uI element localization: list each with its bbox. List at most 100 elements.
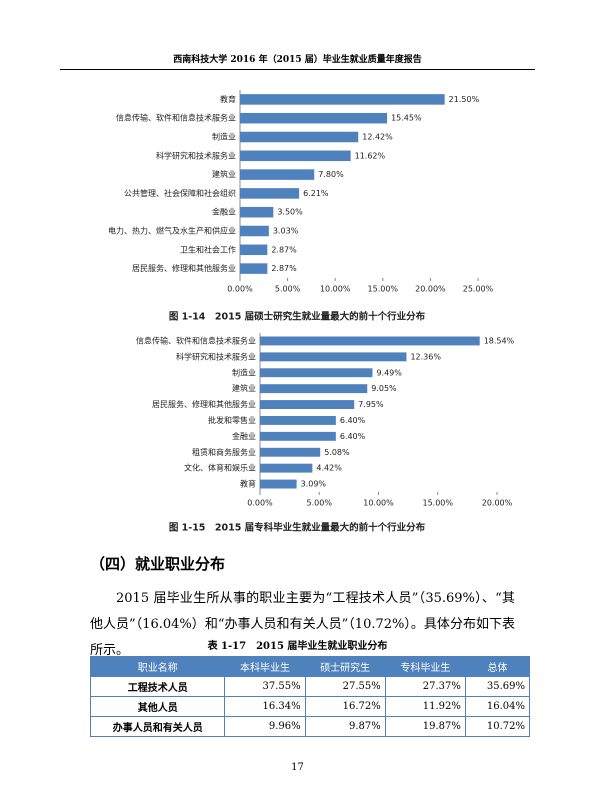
x-tick-label: 10.00% [320,285,351,294]
table-cell: 10.72% [464,716,531,737]
value-label: 6.40% [340,432,366,441]
bar [240,112,388,124]
bar [260,400,355,410]
category-label: 信息传输、软件和信息技术服务业 [136,335,256,345]
table-row: 工程技术人员 37.55% 27.55% 27.37% 35.69% [89,676,531,697]
value-label: 2.87% [271,245,297,254]
table-cell: 其他人员 [89,696,226,717]
x-tick-label: 20.00% [415,285,446,294]
bar [240,94,445,105]
x-tick-label: 15.00% [422,499,453,508]
bar [240,131,359,143]
value-label: 9.49% [376,368,402,377]
value-label: 4.42% [316,464,342,473]
header-cell: 职业名称 [89,656,226,677]
header-cell: 总体 [464,656,531,677]
header-cell: 专科毕业生 [384,656,466,677]
value-label: 21.50% [449,95,480,104]
bar [240,188,300,199]
table-cell: 工程技术人员 [89,676,226,697]
bar [260,431,336,441]
category-label: 文化、体育和娱乐业 [184,463,256,473]
bar [260,463,313,473]
table: 职业名称 本科毕业生 硕士研究生 专科毕业生 总体 工程技术人员 37.55% 27.55% 2… [89,656,531,737]
table-cell: 37.55% [224,676,306,697]
category-label: 制造业 [232,367,256,377]
category-label: 制造业 [212,132,236,142]
chart-caption: 图 1-14 2015 届硕士研究生就业量最大的前十个行业分布 [169,311,426,323]
bar [260,336,480,346]
value-label: 3.03% [273,227,299,236]
category-label: 金融业 [212,207,236,217]
table-cell: 27.55% [304,676,386,697]
header-row: 职业名称 本科毕业生 硕士研究生 专科毕业生 总体 [89,656,531,677]
value-label: 6.21% [303,189,329,198]
category-label: 公共管理、社会保障和社会组织 [124,188,236,198]
category-label: 建筑业 [212,169,236,179]
section-heading: （四）就业职业分布 [90,555,226,573]
value-label: 12.36% [410,352,441,361]
value-label: 3.09% [301,480,327,489]
category-label: 批发和零售业 [208,415,256,425]
table-cell: 16.72% [304,696,386,717]
category-label: 居民服务、修理和其他服务业 [152,399,256,409]
table-caption: 表 1-17 2015 届毕业生就业职业分布 [207,641,388,652]
x-tick-label: 25.00% [463,285,494,294]
table-cell: 11.92% [384,696,466,717]
bar [260,384,368,394]
value-label: 11.62% [355,151,386,160]
value-label: 7.80% [318,170,344,179]
x-tick-label: 0.00% [247,499,273,508]
paragraph: 2015 届毕业生所从事的职业主要为“工程技术人员”（35.69%）、“其他人员… [90,591,515,658]
table-cell: 27.37% [384,676,466,697]
table-row: 其他人员 16.34% 16.72% 11.92% 16.04% [89,696,531,717]
x-tick-label: 0.00% [227,285,253,294]
bar [260,352,407,362]
table-cell: 16.34% [224,696,306,717]
value-label: 12.42% [362,133,393,142]
chart-caption: 图 1-15 2015 届专科毕业生就业量最大的前十个行业分布 [169,522,426,534]
bar [240,263,268,274]
bar [240,244,268,256]
value-label: 9.05% [371,384,397,393]
table-cell: 16.04% [464,696,531,717]
header-cell: 硕士研究生 [304,656,386,677]
x-tick-label: 5.00% [307,499,333,508]
category-label: 教育 [220,94,236,104]
table-cell: 19.87% [384,716,466,737]
value-label: 7.95% [358,400,384,409]
x-tick-label: 5.00% [275,285,301,294]
bar [240,225,269,237]
value-label: 6.40% [340,416,366,425]
bar [260,479,297,489]
running-header: 西南科技大学 2016 年（2015 届）毕业生就业质量年度报告 [60,52,535,70]
category-label: 卫生和社会工作 [180,244,236,254]
category-label: 教育 [240,479,256,489]
table-cell: 9.96% [224,716,306,737]
value-label: 15.45% [391,114,422,123]
category-label: 信息传输、软件和信息技术服务业 [116,113,236,123]
bar [260,368,373,378]
x-tick-label: 15.00% [368,285,399,294]
header-cell: 本科毕业生 [224,656,306,677]
table-cell: 35.69% [464,676,531,697]
bar [260,447,321,457]
x-tick-label: 20.00% [482,499,513,508]
table-cell: 办事人员和有关人员 [89,716,226,737]
category-label: 电力、热力、燃气及水生产和供应业 [108,226,236,236]
category-label: 居民服务、修理和其他服务业 [132,263,236,273]
bar [240,206,274,218]
table-row: 办事人员和有关人员 9.96% 9.87% 19.87% 10.72% [89,716,531,737]
bar [240,150,351,162]
category-label: 租赁和商务服务业 [192,447,256,457]
table-cell: 9.87% [304,716,386,737]
value-label: 18.54% [484,336,515,345]
value-label: 5.08% [324,448,350,457]
category-label: 建筑业 [232,383,256,393]
bar [240,169,315,180]
category-label: 科学研究和技术服务业 [176,351,256,361]
x-tick-label: 10.00% [363,499,394,508]
bar [260,415,336,425]
